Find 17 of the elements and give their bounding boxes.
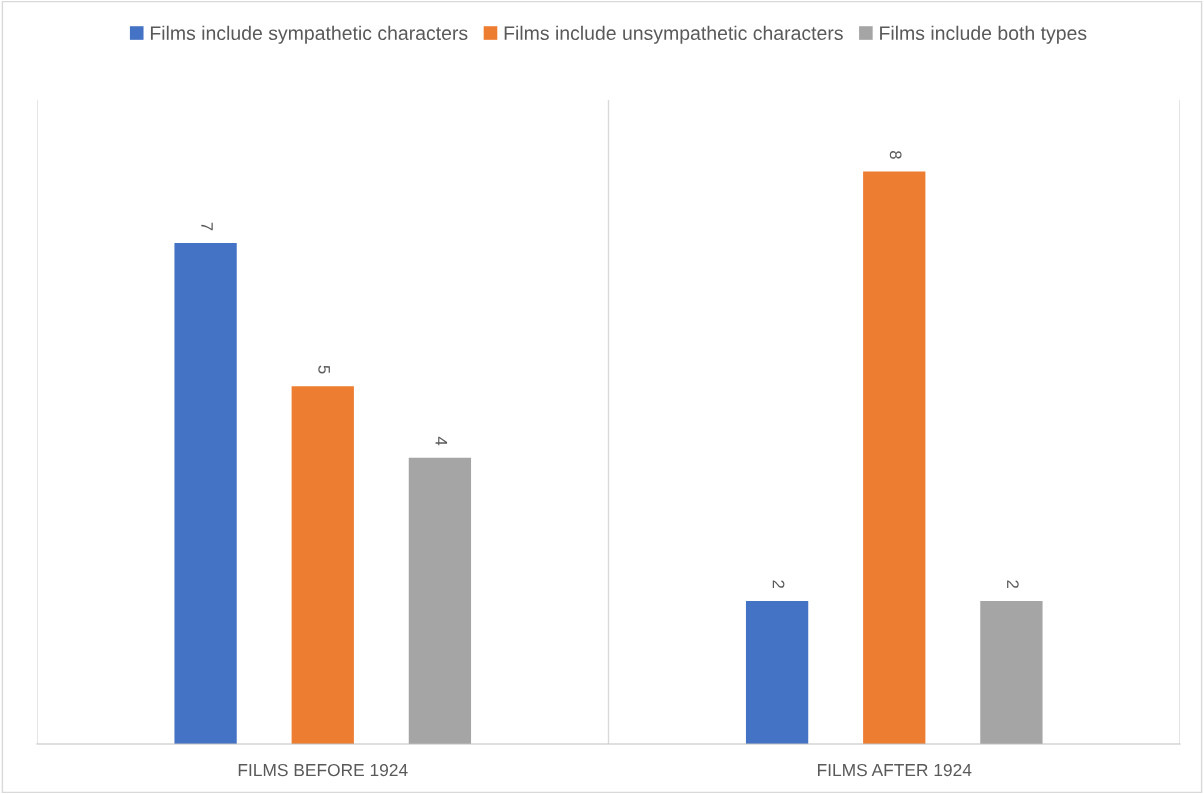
bar <box>174 243 237 744</box>
legend-label: Films include unsympathetic characters <box>504 25 843 44</box>
bar <box>291 386 354 744</box>
data-label: 5 <box>318 365 330 374</box>
data-label: 4 <box>435 436 448 446</box>
data-label: 2 <box>1007 580 1019 589</box>
data-label: 8 <box>889 150 902 159</box>
bar <box>980 600 1043 744</box>
data-label: 2 <box>772 580 785 589</box>
bar <box>863 171 926 744</box>
legend-label: Films include sympathetic characters <box>150 25 468 44</box>
x-tick-label: FILMS AFTER 1924 <box>818 763 972 777</box>
bar <box>408 457 472 744</box>
legend-label: Films include both types <box>880 25 1087 44</box>
data-label: 7 <box>201 222 213 231</box>
x-tick-label: FILMS BEFORE 1924 <box>238 763 408 777</box>
bar <box>745 600 809 744</box>
